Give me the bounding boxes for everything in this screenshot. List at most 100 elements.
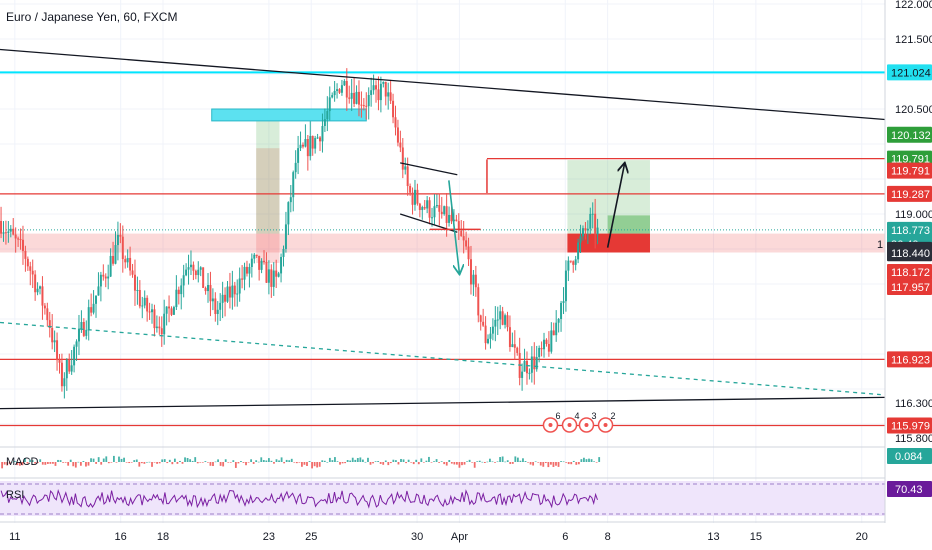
macd-bar: [339, 462, 341, 465]
price-badge-115.979[interactable]: [887, 417, 932, 434]
x-tick-label: 11: [9, 531, 20, 543]
price-badge-117.957[interactable]: [887, 279, 932, 296]
macd-bar: [527, 462, 529, 463]
candle-body: [97, 286, 100, 296]
candle-body: [525, 360, 528, 374]
candle-body: [126, 257, 129, 263]
macd-bar: [395, 460, 397, 462]
price-badge-text: 115.979: [891, 420, 930, 432]
candle-body: [138, 290, 141, 307]
macd-bar: [201, 462, 204, 463]
price-badge-118.172[interactable]: [887, 263, 932, 280]
arrow-0[interactable]: [448, 180, 460, 273]
candle-body: [141, 305, 144, 307]
candle-body: [272, 270, 275, 287]
candle-body: [489, 333, 492, 339]
zone-3[interactable]: [211, 108, 367, 122]
candle-body: [292, 172, 295, 198]
time-axis[interactable]: [0, 523, 932, 550]
macd-value-badge[interactable]: [887, 448, 932, 464]
macd-bar: [97, 457, 100, 462]
price-badge-116.923[interactable]: [887, 351, 932, 368]
x-tick-label: 30: [411, 531, 423, 543]
macd-bar: [90, 458, 92, 462]
candle-body: [331, 95, 334, 98]
macd-bar: [148, 461, 151, 463]
candle-body: [187, 267, 190, 270]
candle-body: [450, 214, 453, 222]
macd-bar: [537, 462, 540, 463]
rsi-value-text: 70.43: [895, 484, 923, 496]
macd-bar: [8, 462, 11, 465]
candle-body: [581, 228, 584, 237]
zone-2[interactable]: [256, 118, 280, 234]
badge-prefix: 1: [877, 239, 883, 251]
chart-title: Euro / Japanese Yen, 60, FXCM: [6, 10, 178, 24]
candle-body: [484, 325, 487, 344]
macd-bar: [110, 462, 113, 463]
candle-body: [172, 307, 175, 315]
arrow-1[interactable]: [606, 164, 625, 248]
macd-bar: [173, 458, 176, 462]
marker-dot: [548, 423, 553, 427]
macd-bar: [491, 461, 494, 463]
price-badge-118.773[interactable]: [887, 221, 932, 238]
macd-bar: [133, 460, 136, 462]
candle-body: [58, 360, 61, 363]
zone-1[interactable]: [256, 148, 280, 263]
candle-body: [31, 270, 34, 275]
macd-bar: [405, 462, 407, 464]
price-badge-119.791[interactable]: [887, 162, 932, 179]
macd-bar: [384, 460, 387, 462]
price-badge-118.440[interactable]: [887, 245, 932, 262]
zone-0[interactable]: [0, 233, 885, 253]
price-badge-text: 119.791: [891, 166, 930, 178]
macd-bar: [39, 459, 42, 462]
candle-body: [494, 319, 497, 327]
candle-body: [357, 91, 360, 105]
candle-body: [569, 260, 572, 262]
candle-body: [586, 228, 589, 231]
macd-bar: [95, 462, 98, 464]
marker-dot: [567, 423, 572, 427]
macd-bar: [62, 462, 64, 463]
candle-body: [155, 326, 158, 329]
macd-bar: [593, 461, 595, 462]
candle-body: [199, 267, 202, 270]
macd-bar: [544, 462, 547, 464]
candle-body: [321, 126, 324, 142]
price-badge-120.132[interactable]: [887, 126, 932, 143]
trendline-1[interactable]: [0, 396, 886, 410]
macd-indicator-label[interactable]: MACD: [6, 456, 39, 468]
candle-body: [224, 294, 227, 302]
x-tick-label: 8: [605, 531, 611, 543]
macd-bar: [529, 462, 532, 465]
macd-bar: [31, 460, 34, 462]
macd-bar: [400, 458, 402, 462]
candle-body: [107, 276, 110, 279]
candle-body: [114, 245, 117, 264]
trendline-2[interactable]: [0, 321, 881, 396]
candle-body: [530, 356, 533, 373]
rsi-indicator-label[interactable]: RSI: [6, 489, 25, 501]
candle-body: [370, 90, 373, 95]
macd-bar: [313, 462, 316, 467]
candle-body: [2, 232, 5, 234]
price-badge-119.287[interactable]: [887, 185, 932, 202]
macd-bar: [293, 462, 296, 463]
candle-body: [63, 378, 66, 387]
trendline-0[interactable]: [0, 48, 886, 121]
macd-bar: [257, 461, 260, 463]
candle-body: [19, 239, 22, 241]
candle-body: [511, 344, 514, 347]
price-badge-121.024[interactable]: [887, 64, 932, 81]
macd-bar: [29, 459, 31, 462]
zone-5[interactable]: [607, 215, 650, 234]
rsi-value-badge[interactable]: [887, 481, 932, 497]
candle-body: [151, 309, 154, 313]
macd-bar: [402, 459, 405, 462]
trendline-3[interactable]: [400, 162, 458, 176]
candle-body: [133, 274, 136, 291]
